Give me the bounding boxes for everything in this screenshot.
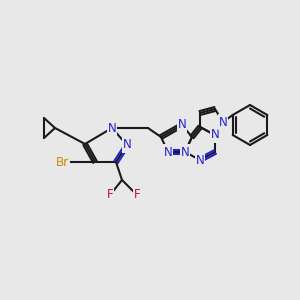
Text: N: N: [123, 139, 131, 152]
Text: N: N: [196, 154, 204, 166]
Text: F: F: [134, 188, 140, 202]
Text: N: N: [178, 118, 186, 131]
Text: F: F: [107, 188, 113, 202]
Text: N: N: [211, 128, 219, 142]
Text: N: N: [219, 116, 227, 128]
Text: N: N: [181, 146, 189, 158]
Text: N: N: [164, 146, 172, 158]
Text: Br: Br: [56, 155, 69, 169]
Text: N: N: [108, 122, 116, 134]
